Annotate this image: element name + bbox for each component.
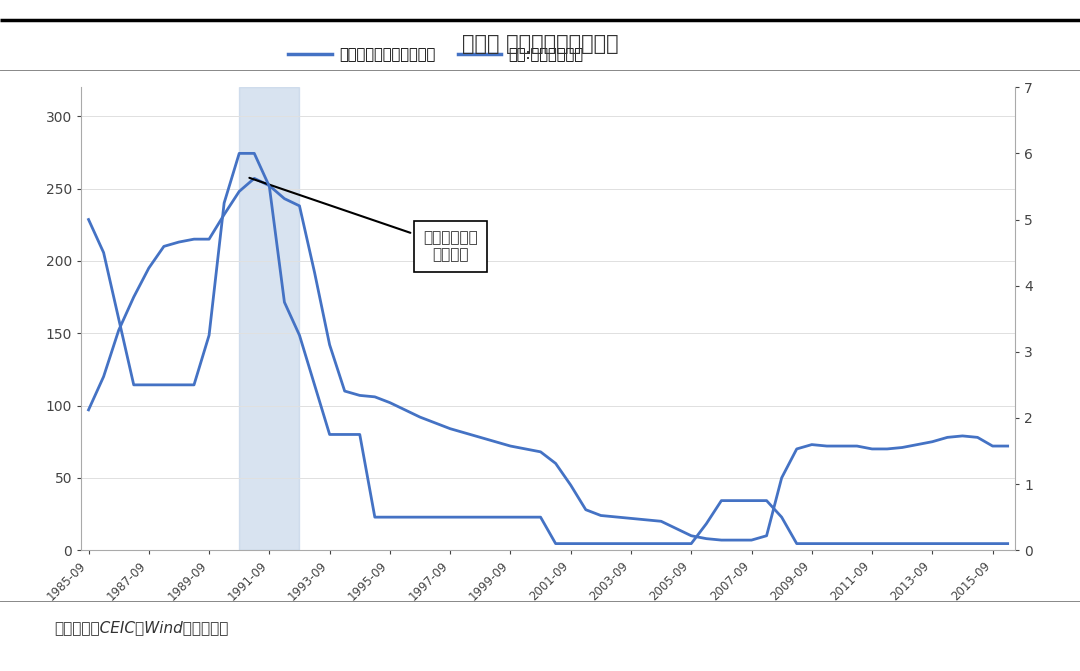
Legend: 东京圈城市土地价格指数, 日本:贴现率（右）: 东京圈城市土地价格指数, 日本:贴现率（右） bbox=[283, 42, 590, 68]
Text: 图表： 日本房价波动与利率: 图表： 日本房价波动与利率 bbox=[461, 34, 619, 54]
Text: 央行加息刺破
房产泡沫: 央行加息刺破 房产泡沫 bbox=[249, 178, 477, 262]
Bar bbox=[239, 87, 299, 550]
Text: 资料来源：CEIC，Wind，泽平宏观: 资料来源：CEIC，Wind，泽平宏观 bbox=[54, 620, 228, 635]
